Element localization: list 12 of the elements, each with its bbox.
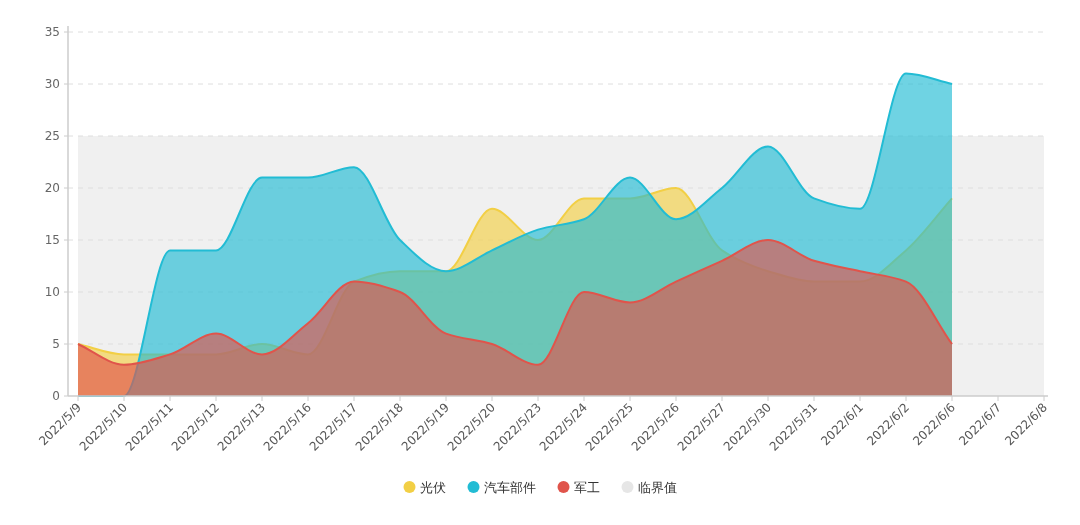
y-tick-label: 30 bbox=[44, 77, 60, 91]
y-tick-label: 10 bbox=[44, 285, 60, 299]
legend-label: 临界值 bbox=[637, 480, 677, 495]
y-tick-label: 0 bbox=[52, 389, 60, 403]
legend-label: 汽车部件 bbox=[483, 480, 536, 495]
y-tick-label: 25 bbox=[44, 129, 60, 143]
legend-label: 军工 bbox=[573, 480, 600, 495]
y-tick-label: 35 bbox=[44, 25, 60, 39]
y-tick-label: 20 bbox=[44, 181, 60, 195]
y-tick-label: 5 bbox=[52, 337, 60, 351]
legend-label: 光伏 bbox=[419, 480, 446, 495]
y-tick-label: 15 bbox=[44, 233, 60, 247]
